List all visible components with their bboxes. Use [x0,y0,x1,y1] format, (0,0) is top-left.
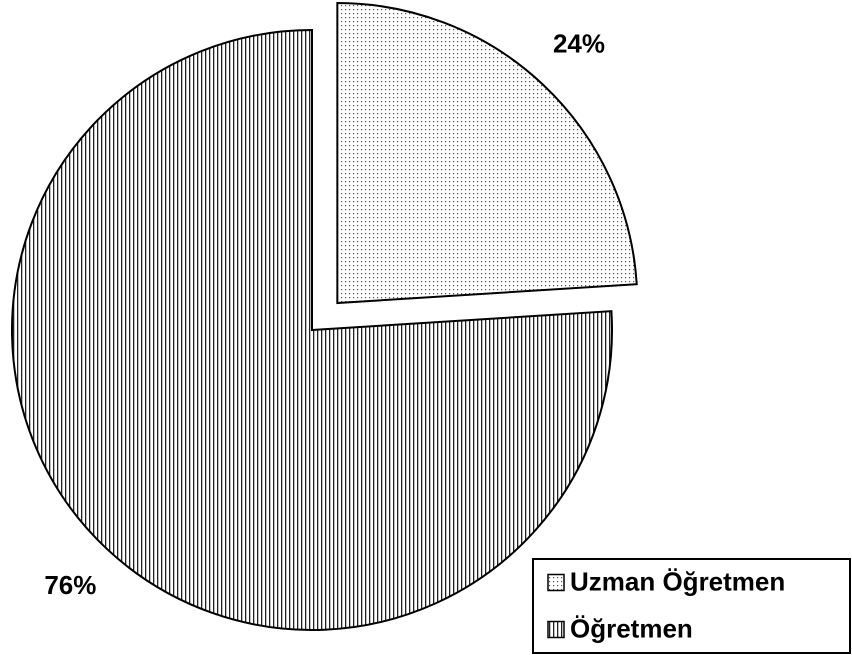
legend-label: Uzman Öğretmen [570,566,785,596]
legend-swatch [547,620,565,639]
pie-slice [11,28,613,631]
data-label: 76% [44,570,96,600]
data-label: 24% [553,29,605,59]
legend-swatch [547,573,565,592]
legend-label: Öğretmen [570,613,693,643]
pie-slice [336,2,638,305]
legend-box [532,558,851,654]
